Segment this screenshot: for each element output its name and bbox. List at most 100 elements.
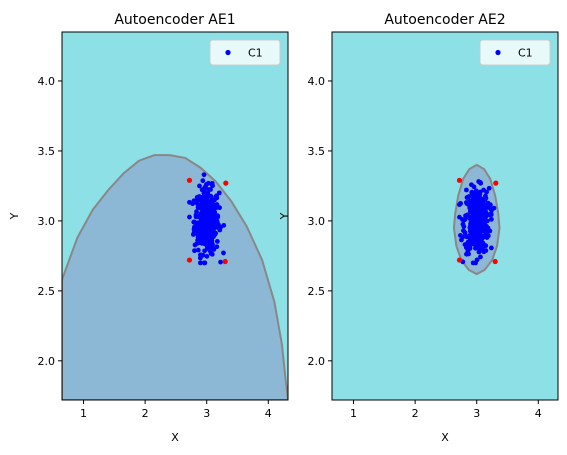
data-point [482, 220, 487, 226]
data-point [478, 254, 483, 260]
data-point [462, 216, 468, 222]
y-tick-label: 2.5 [308, 285, 326, 298]
data-point [472, 216, 477, 222]
x-tick-label: 3 [203, 407, 210, 420]
data-point [196, 227, 202, 232]
data-point [204, 198, 210, 204]
data-point [484, 189, 489, 195]
data-point [203, 221, 209, 227]
x-tick-label: 2 [142, 407, 149, 420]
data-point [201, 172, 207, 178]
legend-marker [495, 49, 501, 56]
data-point [194, 223, 200, 228]
y-axis-label: Y [8, 212, 21, 220]
x-tick-label: 1 [350, 407, 357, 420]
data-point [201, 260, 207, 266]
data-point [488, 212, 494, 218]
legend-box [209, 39, 281, 66]
data-point [469, 209, 475, 215]
data-point [461, 228, 466, 234]
data-point [214, 193, 219, 199]
y-tick-label: 3.5 [38, 145, 56, 158]
outlier-point [186, 257, 193, 263]
y-tick-label: 2.5 [38, 285, 56, 298]
outlier-point [223, 180, 229, 186]
x-axis-label: X [441, 431, 449, 444]
y-tick-label: 3.5 [308, 145, 326, 158]
data-point [208, 208, 214, 214]
data-point [201, 188, 207, 193]
data-point [478, 220, 484, 226]
data-point [187, 214, 192, 220]
data-point [192, 248, 197, 254]
data-point [485, 229, 490, 235]
data-point [476, 249, 482, 255]
x-tick-label: 2 [412, 407, 419, 420]
data-point [204, 226, 210, 231]
x-tick-label: 1 [80, 407, 87, 420]
outlier-point [456, 257, 463, 263]
data-point [210, 229, 216, 234]
y-tick-label: 3.0 [38, 215, 56, 228]
data-point [204, 253, 210, 259]
data-point [198, 218, 204, 224]
data-point [482, 234, 488, 240]
series-c1-points [187, 172, 227, 266]
data-point [473, 239, 479, 244]
plot-frame [331, 31, 559, 401]
data-point [221, 250, 226, 256]
data-point [469, 182, 474, 188]
data-point [205, 205, 210, 211]
data-point [473, 245, 478, 251]
chart-title: Autoencoder AE1 [114, 12, 235, 28]
y-tick-label: 4.0 [38, 75, 56, 88]
data-point [457, 214, 462, 220]
data-point [213, 205, 219, 211]
data-point [470, 197, 476, 203]
data-point [491, 205, 497, 211]
x-tick-label: 4 [265, 407, 272, 420]
outlier-point [222, 258, 228, 265]
outlier-point [492, 258, 498, 265]
data-point [465, 201, 471, 207]
x-tick-label: 4 [535, 407, 542, 420]
y-tick-label: 3.0 [308, 215, 326, 228]
background-region [332, 32, 558, 400]
data-point [211, 197, 217, 203]
data-point [488, 245, 494, 251]
data-point [464, 187, 469, 193]
data-point [489, 216, 494, 222]
data-point [467, 205, 473, 211]
legend-marker [225, 49, 231, 56]
data-point [205, 242, 211, 248]
data-point [467, 232, 473, 238]
data-point [465, 248, 471, 254]
data-point [478, 180, 484, 186]
y-axis-label: Y [278, 212, 291, 220]
data-point [200, 178, 206, 184]
data-point [195, 247, 201, 253]
data-point [471, 201, 477, 207]
data-point [195, 237, 201, 243]
y-tick-label: 2.0 [38, 355, 56, 368]
data-point [463, 233, 469, 239]
data-point [209, 251, 215, 257]
outlier-point [493, 180, 499, 186]
data-point [199, 214, 205, 220]
data-point [209, 213, 215, 219]
data-point [477, 202, 482, 208]
data-point [483, 248, 489, 253]
legend: C1 [479, 39, 551, 66]
data-point [198, 234, 204, 240]
data-point [206, 180, 211, 186]
legend-label: C1 [248, 47, 263, 60]
plot-area [452, 163, 501, 276]
x-axis-label: X [171, 431, 179, 444]
data-point [488, 202, 493, 208]
data-point [475, 233, 481, 239]
data-point [203, 216, 209, 222]
legend-box [479, 39, 551, 66]
data-point [221, 222, 227, 228]
data-point [203, 231, 209, 237]
